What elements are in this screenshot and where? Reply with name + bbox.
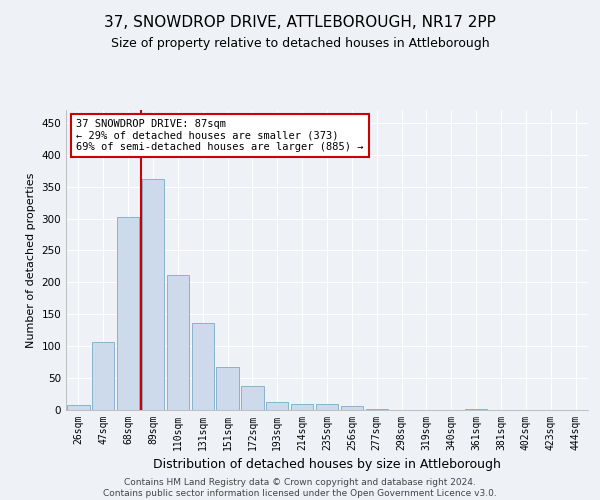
Bar — [67, 405, 89, 410]
Text: 37 SNOWDROP DRIVE: 87sqm
← 29% of detached houses are smaller (373)
69% of semi-: 37 SNOWDROP DRIVE: 87sqm ← 29% of detach… — [76, 119, 364, 152]
Bar — [465, 408, 487, 410]
Bar — [142, 179, 164, 410]
Bar — [167, 274, 189, 410]
Bar — [217, 366, 239, 410]
Text: Size of property relative to detached houses in Attleborough: Size of property relative to detached ho… — [110, 38, 490, 51]
Bar — [291, 404, 313, 410]
Bar — [191, 322, 214, 410]
Bar — [241, 386, 263, 410]
Bar — [117, 217, 139, 410]
Y-axis label: Number of detached properties: Number of detached properties — [26, 172, 36, 348]
Text: 37, SNOWDROP DRIVE, ATTLEBOROUGH, NR17 2PP: 37, SNOWDROP DRIVE, ATTLEBOROUGH, NR17 2… — [104, 15, 496, 30]
X-axis label: Distribution of detached houses by size in Attleborough: Distribution of detached houses by size … — [153, 458, 501, 471]
Bar — [266, 402, 289, 410]
Bar — [365, 408, 388, 410]
Text: Contains HM Land Registry data © Crown copyright and database right 2024.
Contai: Contains HM Land Registry data © Crown c… — [103, 478, 497, 498]
Bar — [92, 342, 115, 410]
Bar — [341, 406, 363, 410]
Bar — [316, 404, 338, 410]
